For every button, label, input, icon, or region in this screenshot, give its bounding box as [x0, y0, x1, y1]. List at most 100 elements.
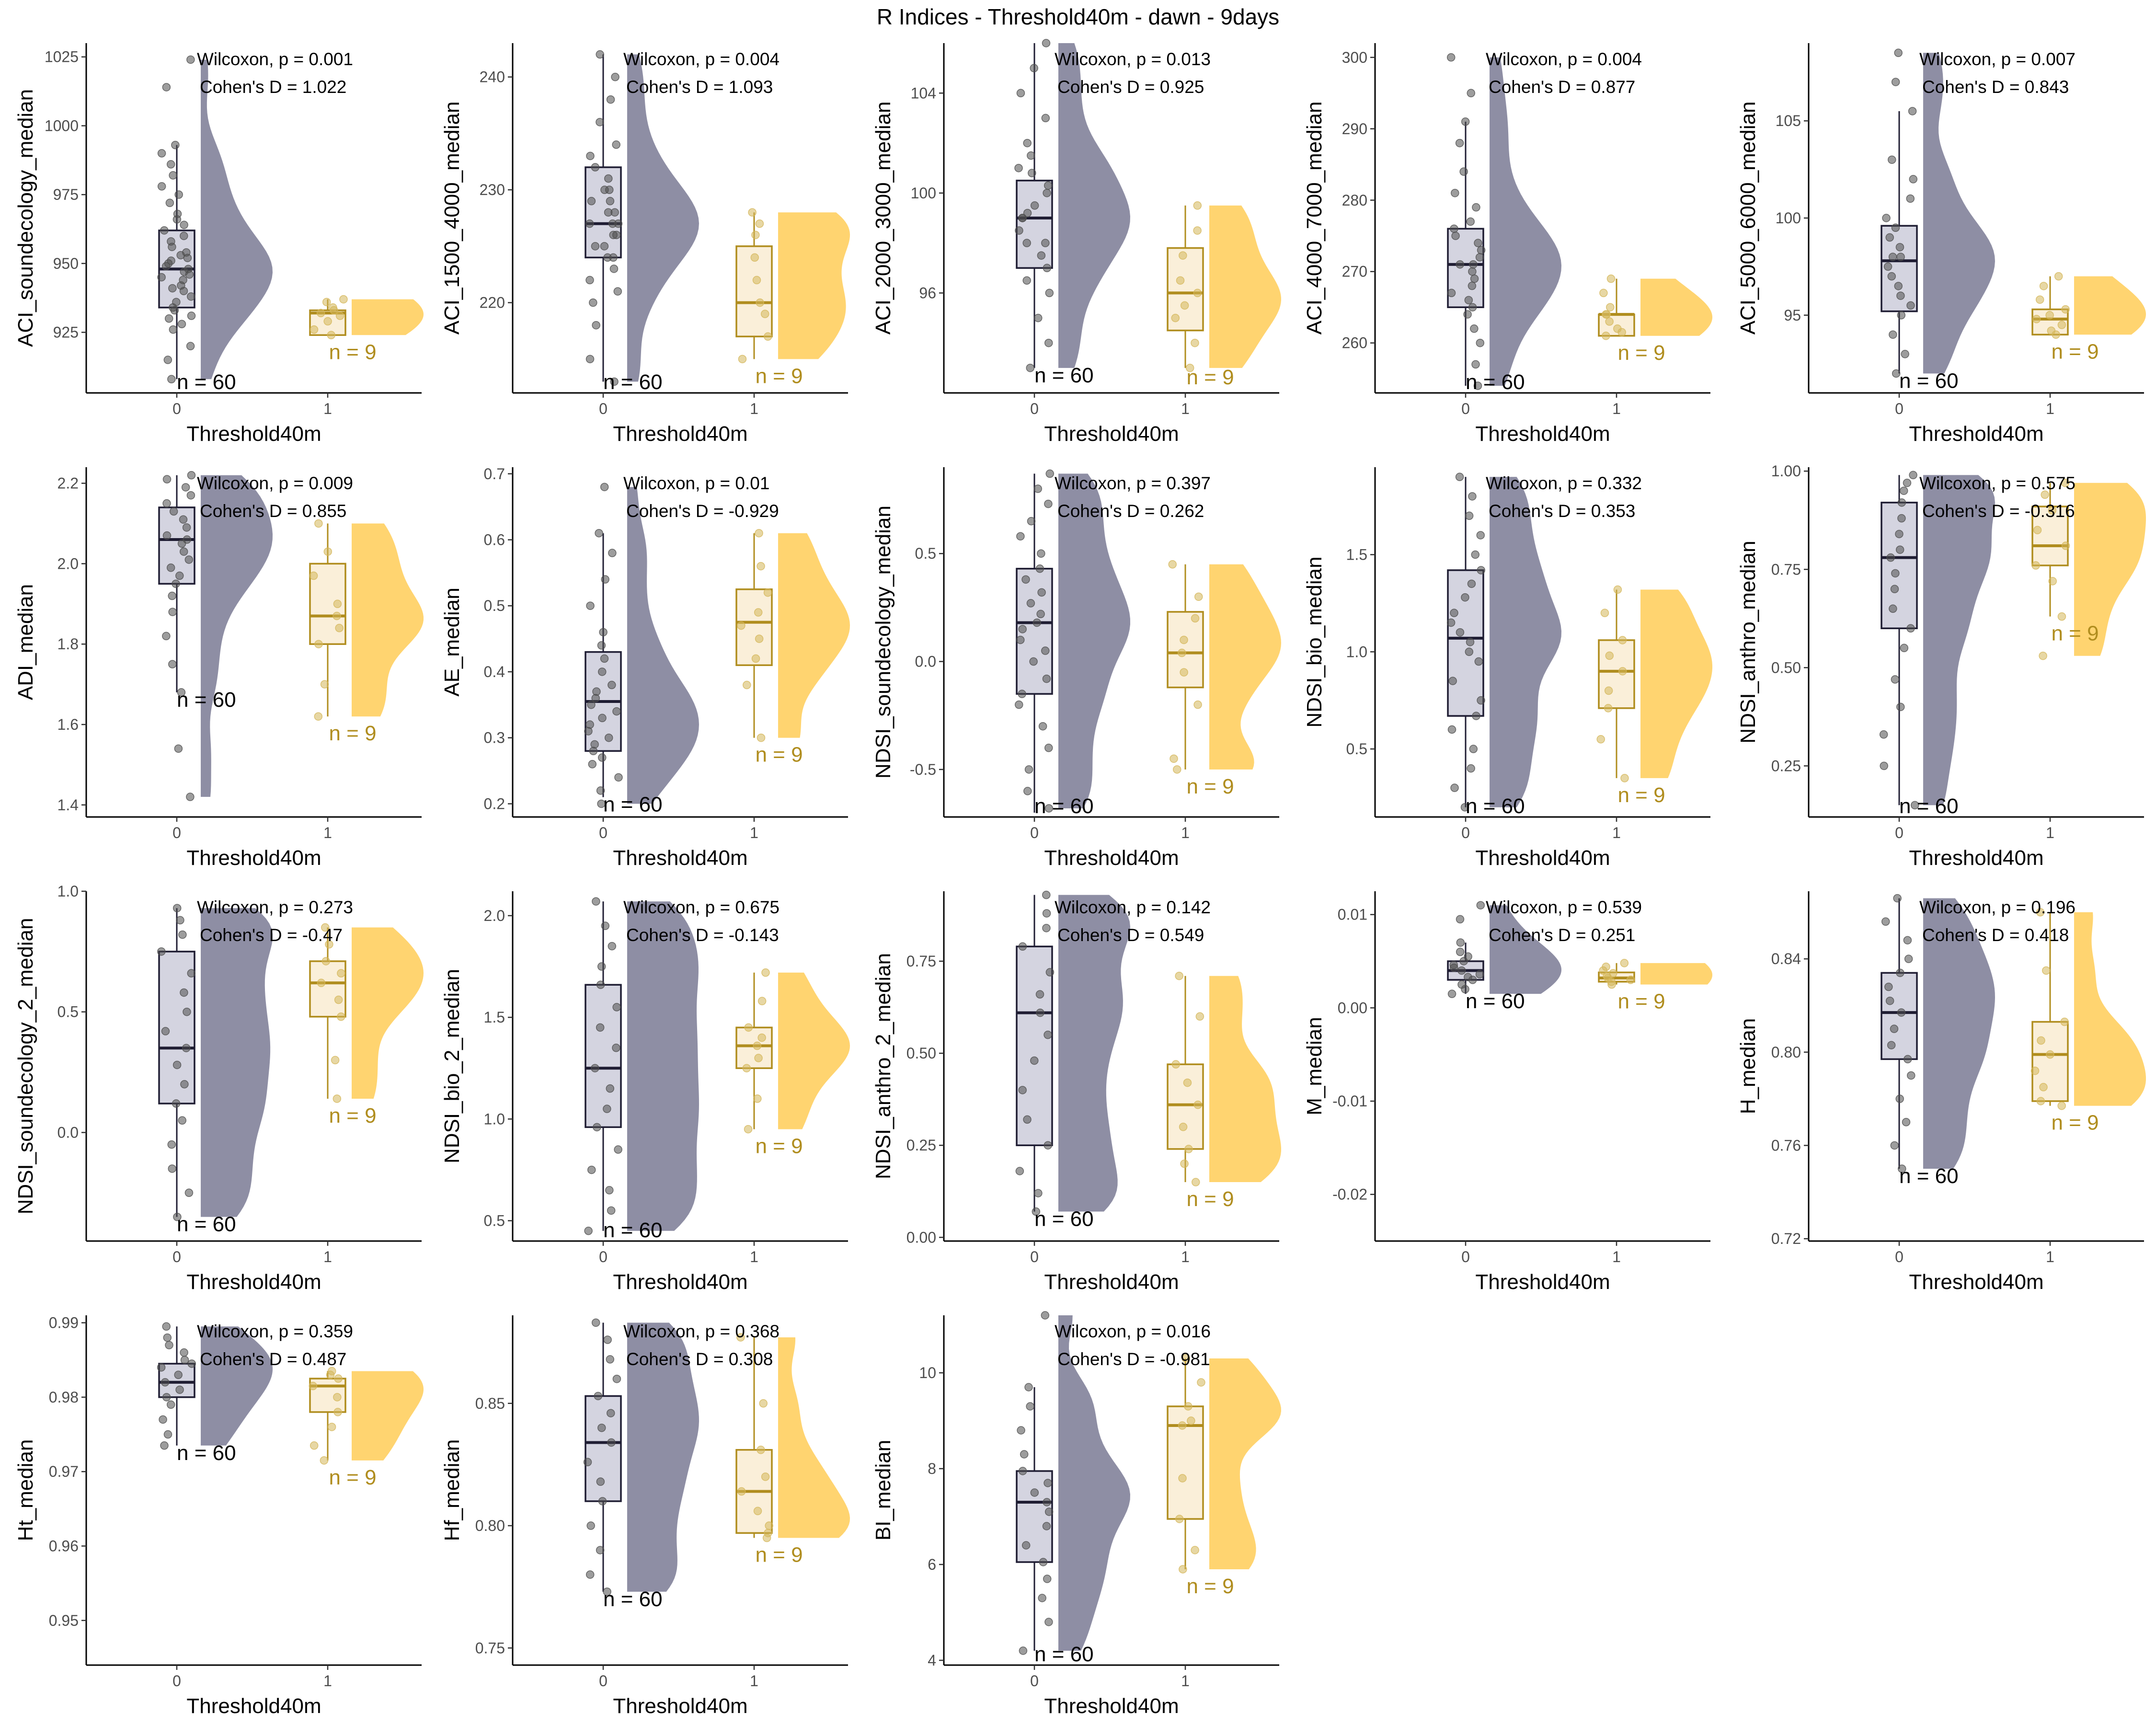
data-point-0 — [1894, 48, 1903, 58]
cohens-d-label: Cohen's D = -0.143 — [626, 925, 779, 945]
y-tick-label: 0.7 — [484, 465, 505, 483]
density-0 — [1490, 477, 1561, 807]
data-point-0 — [1879, 730, 1888, 739]
n-label-1: n = 9 — [1186, 1187, 1234, 1211]
density-0 — [1058, 43, 1130, 368]
data-point-0 — [610, 377, 619, 386]
data-point-0 — [169, 325, 178, 334]
data-point-1 — [751, 230, 760, 240]
cohens-d-label: Cohen's D = 0.925 — [1057, 77, 1204, 97]
data-point-0 — [180, 988, 188, 997]
data-point-1 — [1175, 1515, 1184, 1523]
box-0 — [1447, 569, 1484, 717]
n-label-0: n = 60 — [603, 793, 663, 816]
wilcoxon-label: Wilcoxon, p = 0.01 — [623, 473, 769, 493]
data-point-0 — [596, 980, 605, 989]
density-1 — [352, 927, 424, 1099]
data-point-0 — [183, 535, 192, 544]
data-point-1 — [757, 997, 767, 1005]
data-point-0 — [1044, 181, 1053, 190]
data-point-0 — [610, 208, 619, 217]
data-point-0 — [179, 547, 188, 556]
n-label-1: n = 9 — [2051, 340, 2099, 363]
y-axis-label: ACI_5000_6000_median — [1736, 102, 1760, 335]
data-point-0 — [1447, 725, 1456, 734]
data-point-1 — [1618, 636, 1627, 644]
data-point-0 — [172, 904, 182, 912]
data-point-1 — [2042, 966, 2051, 975]
data-point-0 — [1460, 803, 1469, 812]
y-tick-label: 300 — [1342, 49, 1367, 66]
data-point-0 — [1906, 194, 1915, 203]
n-label-0: n = 60 — [603, 1587, 663, 1611]
y-tick-label: 0.99 — [49, 1314, 79, 1332]
data-point-1 — [331, 1056, 340, 1065]
data-point-0 — [171, 140, 180, 150]
y-tick-label: 0.00 — [906, 1229, 936, 1246]
x-tick-label: 1 — [1181, 824, 1190, 841]
data-point-0 — [1035, 990, 1044, 999]
data-point-0 — [1023, 787, 1032, 795]
x-axis-label: Threshold40m — [1475, 1270, 1610, 1294]
n-label-0: n = 60 — [177, 1441, 236, 1465]
x-tick-label: 0 — [599, 1248, 608, 1265]
y-tick-label: 220 — [480, 294, 505, 311]
data-point-1 — [1191, 1546, 1199, 1554]
density-0 — [201, 59, 273, 380]
wilcoxon-label: Wilcoxon, p = 0.142 — [1055, 897, 1211, 917]
data-point-1 — [2041, 490, 2049, 499]
data-point-0 — [1902, 1118, 1911, 1127]
data-point-1 — [2057, 612, 2066, 621]
data-point-0 — [597, 1424, 606, 1432]
data-point-0 — [588, 760, 597, 769]
data-point-0 — [607, 1206, 616, 1215]
density-0 — [1058, 895, 1130, 1212]
data-point-0 — [168, 608, 177, 616]
data-point-0 — [589, 298, 597, 307]
data-point-1 — [335, 623, 344, 632]
data-point-1 — [752, 276, 761, 285]
data-point-0 — [1033, 313, 1043, 322]
data-point-0 — [1890, 1141, 1899, 1150]
data-point-0 — [1038, 722, 1047, 731]
data-point-0 — [172, 579, 180, 588]
x-axis-label: Threshold40m — [1044, 422, 1179, 446]
data-point-0 — [166, 160, 175, 169]
data-point-1 — [761, 968, 770, 977]
data-point-0 — [1021, 1541, 1031, 1550]
data-point-0 — [1035, 564, 1044, 573]
data-point-0 — [1456, 915, 1465, 924]
y-axis-label: ACI_1500_4000_median — [440, 102, 464, 335]
wilcoxon-label: Wilcoxon, p = 0.004 — [1486, 49, 1642, 69]
x-tick-label: 0 — [1895, 824, 1904, 841]
x-tick-label: 0 — [172, 400, 181, 417]
data-point-0 — [1910, 801, 1919, 810]
y-tick-label: 0.75 — [475, 1639, 505, 1656]
y-tick-label: -0.01 — [1332, 1092, 1367, 1110]
data-point-0 — [1023, 1115, 1032, 1124]
data-point-0 — [612, 1374, 621, 1383]
data-point-0 — [1020, 1450, 1029, 1459]
data-point-0 — [1463, 310, 1472, 319]
y-axis-label: Ht_median — [14, 1439, 37, 1541]
data-point-1 — [321, 923, 330, 932]
data-point-0 — [1896, 253, 1905, 261]
data-point-0 — [1897, 498, 1906, 507]
x-tick-label: 1 — [1181, 400, 1190, 417]
data-point-0 — [587, 196, 596, 206]
data-point-0 — [1464, 973, 1472, 981]
y-tick-label: 0.50 — [1771, 659, 1801, 676]
data-point-1 — [314, 640, 323, 648]
wilcoxon-label: Wilcoxon, p = 0.013 — [1055, 49, 1211, 69]
data-point-1 — [1180, 668, 1188, 677]
box-1 — [1598, 639, 1635, 709]
data-point-1 — [2039, 651, 2047, 660]
data-point-0 — [612, 707, 621, 716]
data-point-0 — [1896, 702, 1905, 712]
data-point-1 — [1178, 1421, 1187, 1430]
y-tick-label: 0.5 — [1346, 740, 1367, 758]
